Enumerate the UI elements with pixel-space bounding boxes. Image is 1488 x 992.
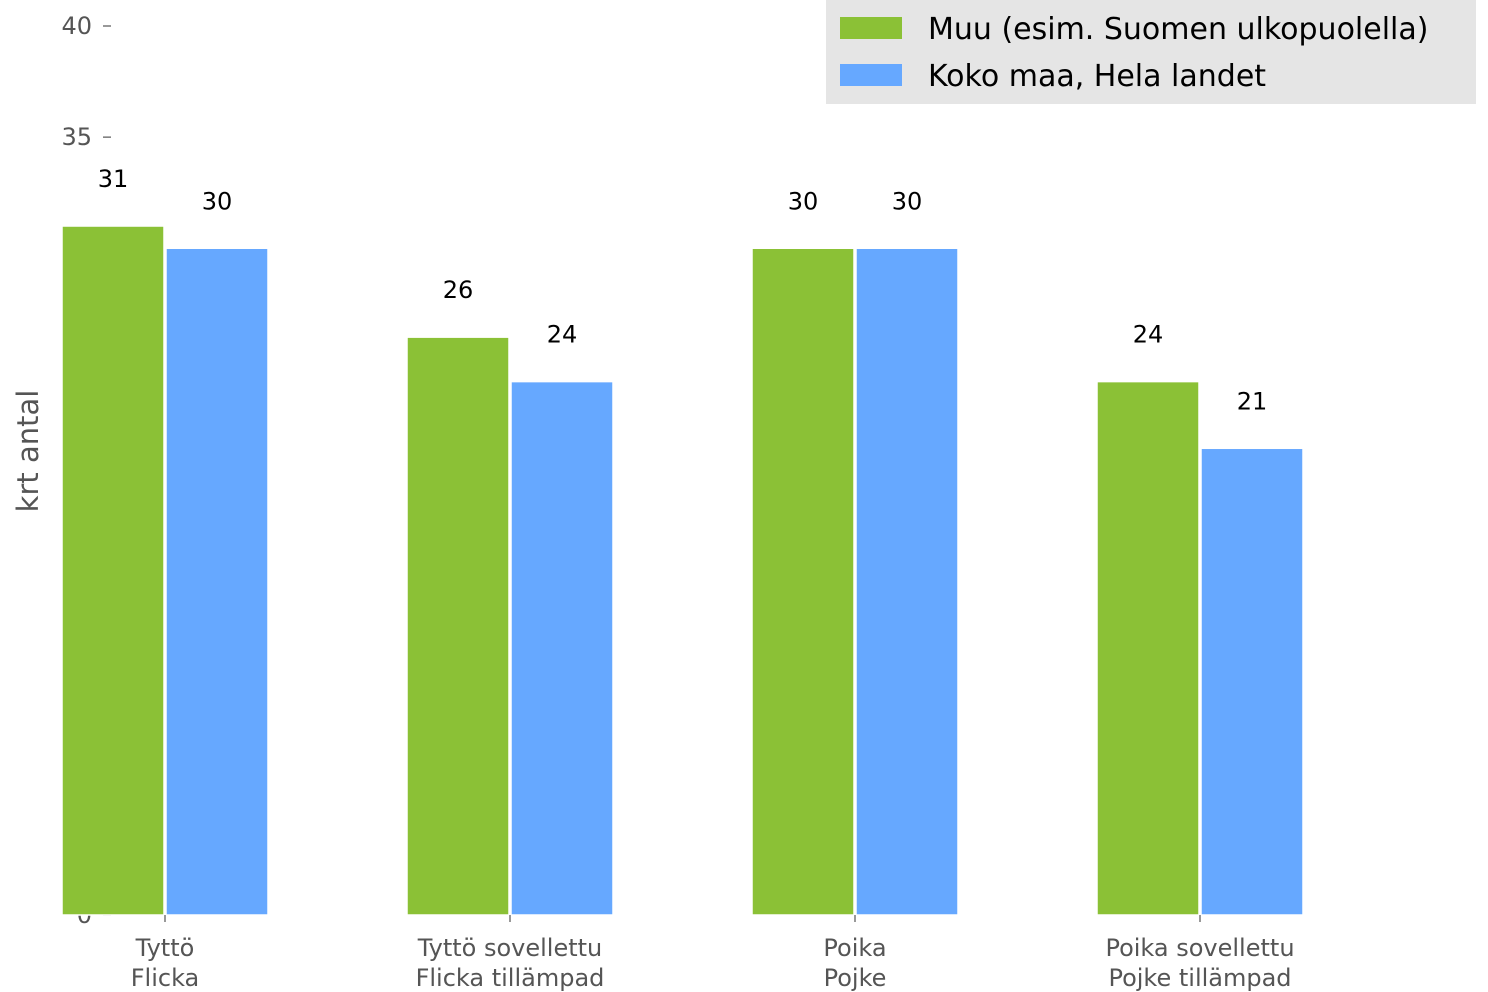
x-category-label: Flicka tillämpad bbox=[416, 964, 605, 992]
x-category-label: Tyttö bbox=[135, 934, 195, 962]
data-label: 26 bbox=[443, 276, 474, 304]
x-category-label: Flicka bbox=[131, 964, 200, 992]
bar-muu-1 bbox=[406, 336, 510, 916]
y-axis-title: krt antal bbox=[11, 390, 45, 513]
data-labels: 31 26 30 24 30 24 30 21 bbox=[98, 165, 1268, 415]
bar-koko-maa-3 bbox=[1200, 447, 1304, 916]
data-label: 24 bbox=[547, 321, 578, 349]
bars bbox=[61, 225, 1304, 916]
data-label: 30 bbox=[788, 187, 819, 215]
x-category-label: Tyttö sovellettu bbox=[417, 934, 603, 962]
legend-label: Koko maa, Hela landet bbox=[928, 59, 1266, 94]
data-label: 21 bbox=[1237, 387, 1268, 415]
x-category-label: Pojke bbox=[824, 964, 887, 992]
bar-koko-maa-1 bbox=[510, 380, 614, 916]
data-label: 31 bbox=[98, 165, 129, 193]
bar-muu-3 bbox=[1096, 380, 1200, 916]
bar-muu-2 bbox=[751, 247, 855, 916]
bar-koko-maa-2 bbox=[855, 247, 959, 916]
data-label: 24 bbox=[1133, 321, 1164, 349]
legend: Muu (esim. Suomen ulkopuolella) Koko maa,… bbox=[826, 0, 1476, 104]
y-tick-label: 40 bbox=[61, 12, 92, 40]
legend-swatch bbox=[840, 17, 902, 39]
legend-box bbox=[826, 0, 1476, 104]
y-tick-label: 35 bbox=[61, 123, 92, 151]
x-category-label: Poika sovellettu bbox=[1105, 934, 1294, 962]
legend-swatch bbox=[840, 64, 902, 86]
data-label: 30 bbox=[202, 187, 233, 215]
x-category-label: Pojke tillämpad bbox=[1108, 964, 1291, 992]
legend-label: Muu (esim. Suomen ulkopuolella) bbox=[928, 12, 1428, 47]
data-label: 30 bbox=[892, 187, 923, 215]
bar-koko-maa-0 bbox=[165, 247, 269, 916]
x-category-label: Poika bbox=[823, 934, 886, 962]
bar-muu-0 bbox=[61, 225, 165, 916]
